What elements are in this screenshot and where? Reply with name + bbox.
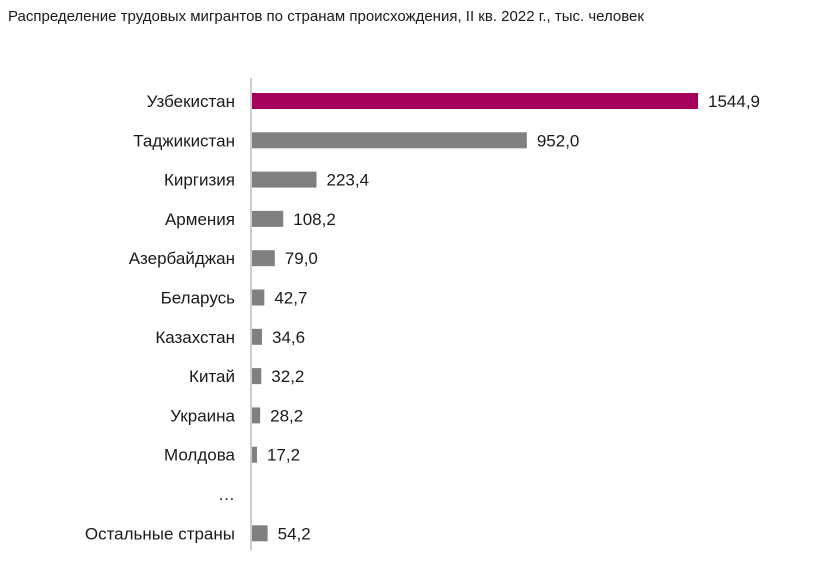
- category-label: Узбекистан: [147, 92, 235, 111]
- bar: [252, 171, 317, 188]
- value-label: 17,2: [267, 446, 300, 465]
- category-label: Беларусь: [161, 289, 235, 308]
- category-label: Казахстан: [155, 328, 235, 347]
- bar: [252, 328, 262, 345]
- category-label: Азербайджан: [129, 249, 235, 268]
- value-label: 32,2: [271, 367, 304, 386]
- category-label: Украина: [170, 406, 235, 425]
- value-label: 28,2: [270, 406, 303, 425]
- value-label: 79,0: [285, 249, 318, 268]
- bar: [252, 368, 262, 385]
- category-label: Киргизия: [164, 171, 235, 190]
- bar: [252, 446, 257, 463]
- value-label: 1544,9: [708, 92, 760, 111]
- value-label: 42,7: [274, 289, 307, 308]
- value-label: 54,2: [278, 524, 311, 543]
- value-label: 223,4: [326, 171, 369, 190]
- bar: [252, 407, 261, 424]
- category-label: Китай: [189, 367, 235, 386]
- bar: [252, 289, 265, 306]
- category-label: Армения: [165, 210, 235, 229]
- bar: [252, 132, 527, 149]
- bar: [252, 250, 275, 267]
- value-label: 34,6: [272, 328, 305, 347]
- chart-title: Распределение трудовых мигрантов по стра…: [8, 8, 644, 25]
- bars-group: Узбекистан 1544,9 Таджикистан 952,0 Киргизия…: [85, 92, 760, 543]
- value-label: 108,2: [293, 210, 336, 229]
- bar: [252, 525, 268, 542]
- category-label: Остальные страны: [85, 524, 235, 543]
- value-label: 952,0: [537, 131, 580, 150]
- bar: [252, 210, 284, 227]
- bar: [252, 93, 698, 109]
- category-label: Молдова: [164, 446, 236, 465]
- category-label: …: [218, 485, 235, 504]
- category-label: Таджикистан: [133, 131, 235, 150]
